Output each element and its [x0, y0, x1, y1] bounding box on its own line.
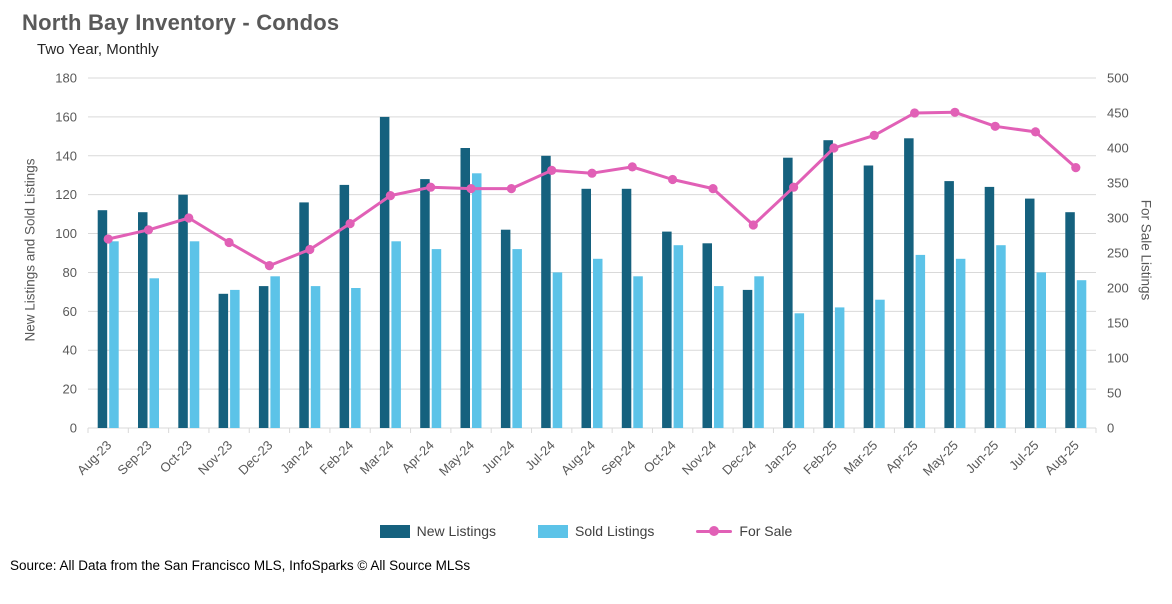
svg-text:400: 400	[1107, 141, 1129, 156]
svg-text:60: 60	[63, 304, 77, 319]
svg-text:Sep-23: Sep-23	[114, 438, 154, 478]
svg-text:Mar-25: Mar-25	[841, 438, 881, 478]
svg-text:Jun-25: Jun-25	[963, 438, 1002, 477]
svg-text:100: 100	[1107, 351, 1129, 366]
svg-text:200: 200	[1107, 281, 1129, 296]
chart-area: 0 20 40 60 80 100 120 140 160 180 0 50 100 150 200 250 3…	[0, 60, 1172, 512]
svg-text:140: 140	[55, 148, 77, 163]
chart-legend: New Listings Sold Listings For Sale	[0, 518, 1172, 544]
page-subtitle: Two Year, Monthly	[37, 41, 159, 58]
svg-text:Aug-25: Aug-25	[1042, 438, 1082, 478]
sold-listings-swatch-icon	[538, 524, 569, 538]
svg-text:Jul-25: Jul-25	[1006, 438, 1042, 474]
svg-text:50: 50	[1107, 386, 1121, 401]
legend-label-new-listings: New Listings	[416, 523, 497, 539]
svg-text:Apr-24: Apr-24	[399, 438, 437, 476]
svg-text:0: 0	[70, 421, 77, 436]
legend-item-new-listings: New Listings	[379, 523, 497, 539]
legend-label-sold-listings: Sold Listings	[575, 523, 655, 539]
svg-text:Apr-25: Apr-25	[883, 438, 921, 476]
svg-text:May-25: May-25	[920, 438, 961, 479]
legend-item-sold-listings: Sold Listings	[538, 523, 654, 539]
svg-text:Nov-23: Nov-23	[195, 438, 235, 478]
svg-text:May-24: May-24	[436, 438, 477, 479]
svg-text:Aug-24: Aug-24	[558, 438, 598, 478]
svg-text:Aug-23: Aug-23	[74, 438, 114, 478]
svg-text:Dec-24: Dec-24	[719, 438, 759, 478]
svg-text:40: 40	[63, 343, 77, 358]
svg-text:250: 250	[1107, 246, 1129, 261]
svg-text:Oct-24: Oct-24	[641, 438, 679, 476]
svg-text:Oct-23: Oct-23	[157, 438, 195, 476]
svg-text:0: 0	[1107, 421, 1114, 436]
svg-text:80: 80	[63, 265, 77, 280]
svg-text:100: 100	[55, 226, 77, 241]
svg-text:350: 350	[1107, 176, 1129, 191]
svg-text:180: 180	[55, 71, 77, 86]
svg-text:Mar-24: Mar-24	[357, 438, 397, 478]
svg-text:120: 120	[55, 187, 77, 202]
svg-text:Nov-24: Nov-24	[679, 438, 719, 478]
page-title: North Bay Inventory - Condos	[22, 10, 340, 35]
svg-text:Feb-24: Feb-24	[316, 438, 356, 478]
svg-text:Sep-24: Sep-24	[598, 438, 638, 478]
svg-text:Jun-24: Jun-24	[479, 438, 518, 477]
svg-text:300: 300	[1107, 211, 1129, 226]
legend-label-for-sale: For Sale	[739, 523, 793, 539]
svg-text:Jul-24: Jul-24	[522, 438, 558, 474]
svg-text:Feb-25: Feb-25	[800, 438, 840, 478]
y-axis-label-left: New Listings and Sold Listings	[22, 158, 38, 342]
svg-text:20: 20	[63, 382, 77, 397]
svg-text:160: 160	[55, 109, 77, 124]
source-text: Source: All Data from the San Francisco …	[10, 558, 471, 573]
legend-item-for-sale: For Sale	[696, 523, 792, 539]
y-axis-label-right: For Sale Listings	[1138, 199, 1154, 301]
svg-text:500: 500	[1107, 71, 1129, 86]
new-listings-swatch-icon	[379, 524, 410, 538]
svg-text:Jan-25: Jan-25	[761, 438, 800, 477]
for-sale-line-marker-icon	[696, 525, 733, 538]
svg-text:Dec-23: Dec-23	[235, 438, 275, 478]
svg-text:150: 150	[1107, 316, 1129, 331]
svg-text:Jan-24: Jan-24	[277, 438, 316, 477]
chart-canvas: 0 20 40 60 80 100 120 140 160 180 0 50 100 150 200 250 3…	[55, 71, 1129, 479]
svg-text:450: 450	[1107, 106, 1129, 121]
